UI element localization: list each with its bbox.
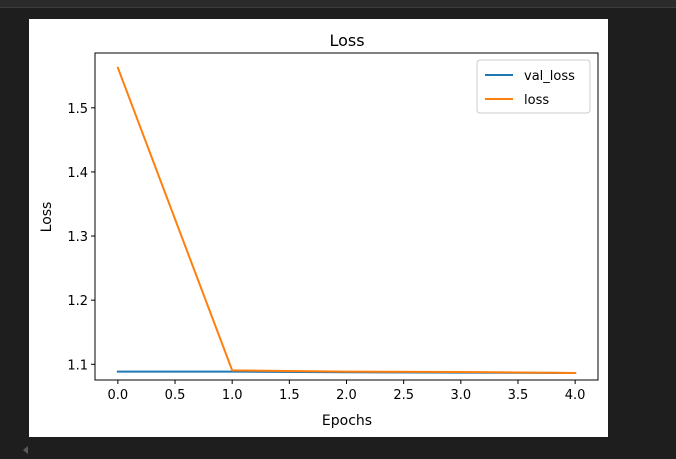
x-tick-label: 0.5 <box>165 388 186 403</box>
x-tick-label: 3.5 <box>508 388 529 403</box>
y-axis-ticks: 1.1 1.2 1.3 1.4 1.5 <box>67 102 95 373</box>
series-line-loss <box>116 66 577 374</box>
top-toolbar-strip <box>0 0 676 8</box>
chart-title: Loss <box>329 31 364 50</box>
y-tick-label: 1.3 <box>67 230 88 245</box>
legend-label: val_loss <box>524 69 575 84</box>
x-tick-label: 2.0 <box>336 388 357 403</box>
x-axis-ticks: 0.0 0.5 1.0 1.5 2.0 2.5 3.0 3.5 4.0 <box>108 380 586 403</box>
y-tick-label: 1.4 <box>67 166 88 181</box>
x-tick-label: 1.5 <box>279 388 300 403</box>
plot-frame <box>94 52 599 381</box>
y-tick-label: 1.5 <box>67 102 88 117</box>
series-layer <box>116 66 577 374</box>
y-axis-label: Loss <box>39 202 55 233</box>
x-tick-label: 0.0 <box>108 388 129 403</box>
figure-canvas: Loss 0.0 0.5 1.0 1.5 2.0 2.5 3.0 3.5 4.0 1.1 1.2 1… <box>29 19 608 437</box>
legend-label: loss <box>524 93 549 108</box>
x-axis-label: Epochs <box>322 413 372 429</box>
x-tick-label: 2.5 <box>393 388 414 403</box>
x-tick-label: 4.0 <box>565 388 586 403</box>
x-tick-label: 3.0 <box>450 388 471 403</box>
y-tick-label: 1.2 <box>67 294 88 309</box>
scroll-left-icon[interactable] <box>23 446 28 454</box>
x-tick-label: 1.0 <box>222 388 243 403</box>
loss-chart: Loss 0.0 0.5 1.0 1.5 2.0 2.5 3.0 3.5 4.0 1.11.21… <box>39 31 599 429</box>
y-tick-label: 1.1 <box>67 358 88 373</box>
